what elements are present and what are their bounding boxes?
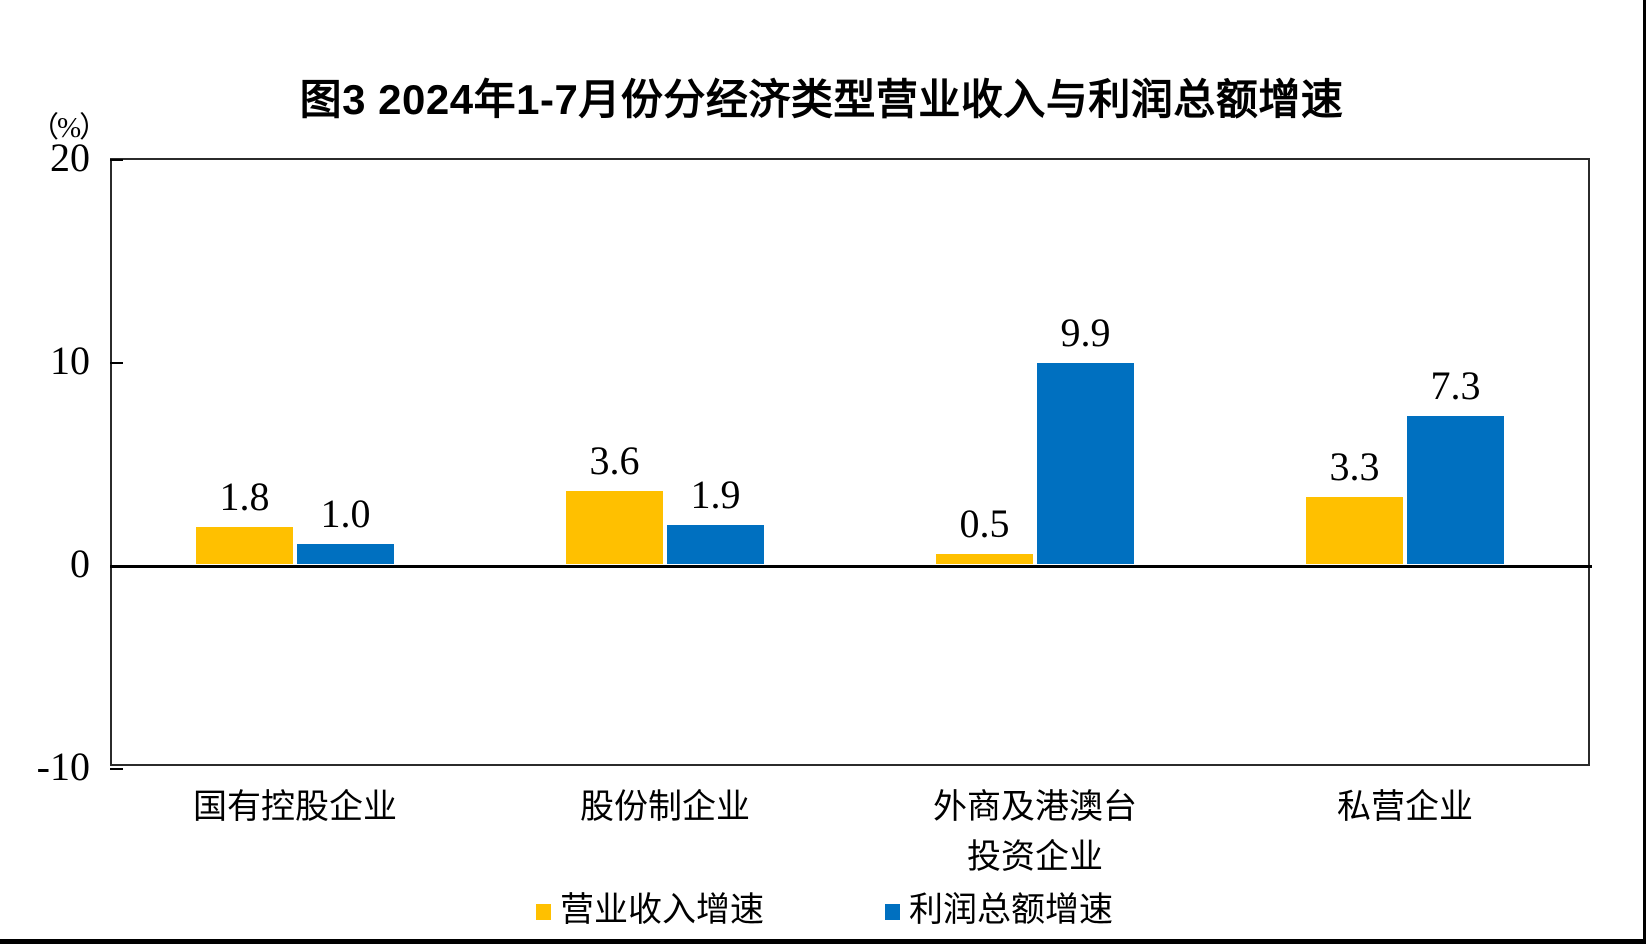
y-axis-unit-label: （%）	[30, 112, 108, 144]
legend-swatch-revenue-icon	[536, 904, 551, 920]
bar-value-label: 3.6	[589, 437, 640, 483]
bar-profit	[667, 525, 764, 565]
plot-area	[110, 158, 1592, 770]
bar-value-label: 1.8	[219, 474, 270, 520]
y-axis-tick-label: 20	[50, 135, 90, 180]
legend-item-revenue: 营业收入增速	[536, 893, 764, 929]
y-axis-tick-label: 10	[50, 338, 90, 383]
bar-value-label: 7.3	[1430, 362, 1481, 408]
legend-item-profit: 利润总额增速	[885, 893, 1113, 929]
bar-value-label: 1.9	[690, 472, 741, 518]
y-axis-tick-mark	[110, 565, 123, 567]
x-axis-category-label: 国有控股企业	[193, 789, 397, 826]
bar-profit	[1037, 363, 1134, 565]
bar-revenue	[936, 553, 1033, 564]
y-axis-tick-label: 0	[70, 541, 90, 586]
bar-revenue	[196, 527, 293, 565]
x-axis-category-label: 外商及港澳台 投资企业	[933, 789, 1137, 876]
legend-label-profit: 利润总额增速	[909, 892, 1113, 929]
legend-swatch-profit-icon	[885, 904, 900, 920]
chart-title: 图3 2024年1-7月份分经济类型营业收入与利润总额增速	[299, 76, 1344, 123]
bar-value-label: 3.3	[1329, 444, 1380, 489]
y-axis-tick-label: -10	[36, 744, 90, 789]
bar-profit	[297, 543, 394, 564]
x-axis-category-label: 私营企业	[1337, 789, 1473, 826]
bar-value-label: 1.0	[320, 490, 371, 536]
zero-axis-line	[110, 565, 1592, 568]
bar-revenue	[566, 490, 663, 564]
y-axis-tick-mark	[110, 768, 123, 770]
bar-profit	[1407, 415, 1504, 564]
bar-revenue	[1306, 497, 1403, 564]
y-axis-tick-mark	[110, 159, 123, 161]
legend-label-revenue: 营业收入增速	[560, 892, 764, 929]
bar-value-label: 9.9	[1060, 310, 1111, 356]
x-axis-category-label: 股份制企业	[580, 789, 750, 826]
y-axis-tick-mark	[110, 362, 123, 364]
bar-value-label: 0.5	[959, 500, 1010, 546]
